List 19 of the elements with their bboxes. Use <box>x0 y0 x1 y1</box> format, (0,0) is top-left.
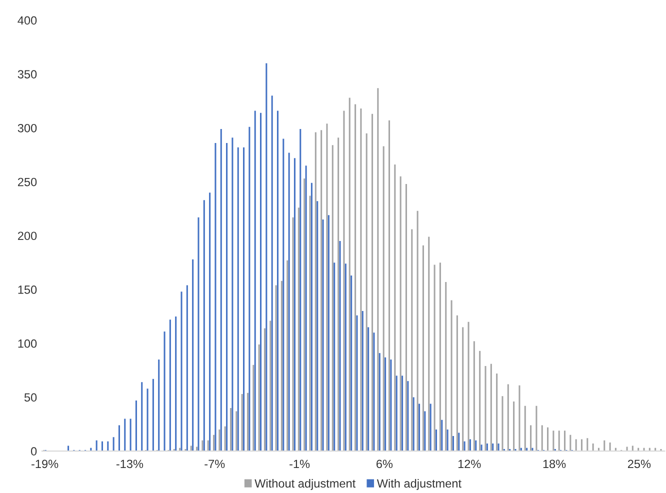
y-tick-label: 100 <box>18 339 37 348</box>
x-tick-label: 18% <box>543 460 566 468</box>
x-tick-label: 25% <box>628 460 651 468</box>
legend-label: With adjustment <box>376 478 462 490</box>
y-tick-label: 0 <box>30 447 37 456</box>
x-tick-label: -7% <box>204 460 225 468</box>
y-tick-label: 300 <box>18 124 37 132</box>
x-tick-label: -13% <box>116 460 144 468</box>
y-tick-label: 200 <box>18 232 37 240</box>
x-tick-label: -19% <box>32 460 58 468</box>
x-tick-label: -1% <box>290 460 310 468</box>
y-tick-label: 400 <box>18 16 37 25</box>
x-tick-label: 12% <box>458 460 481 468</box>
x-tick-label: 6% <box>376 460 393 468</box>
y-tick-label: 150 <box>18 286 37 294</box>
y-tick-label: 350 <box>18 70 37 78</box>
legend-label: Without adjustment <box>254 478 356 490</box>
y-tick-label: 50 <box>24 393 37 402</box>
y-tick-label: 250 <box>18 178 37 186</box>
